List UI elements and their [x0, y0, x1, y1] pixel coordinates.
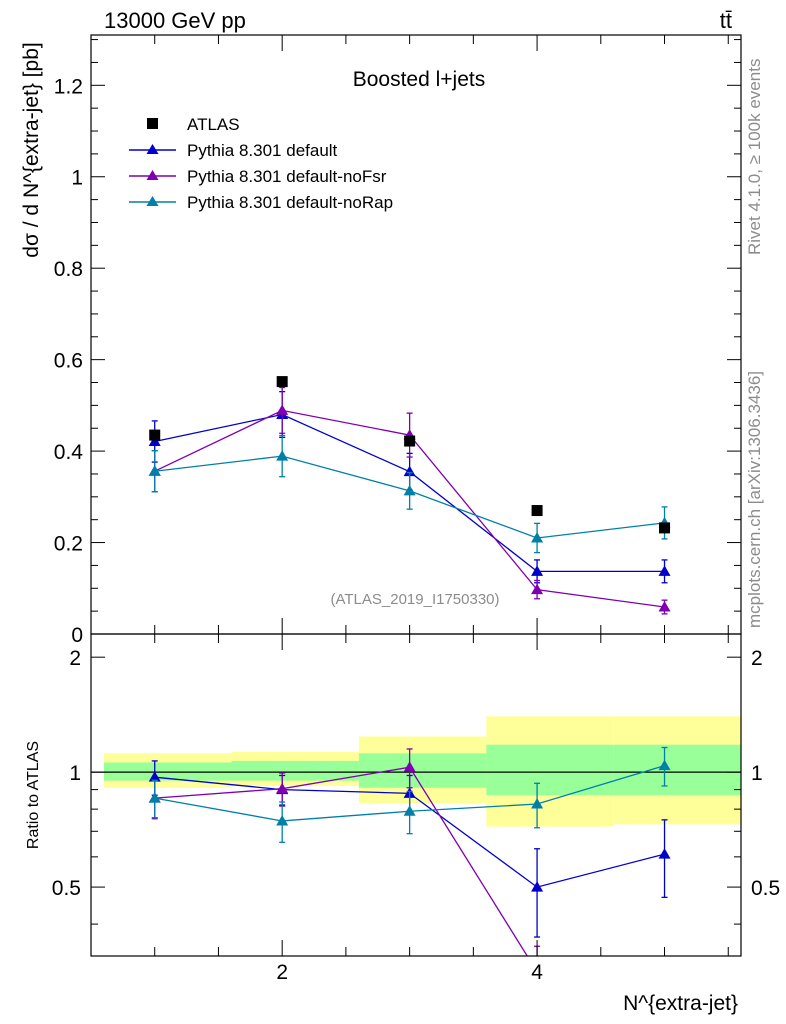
ratio-y-tick-label: 2: [69, 647, 81, 670]
point-atlas: [404, 435, 416, 447]
ratio-y-tick-label-right: 2: [751, 647, 763, 670]
uncertainty-band-inner: [613, 744, 741, 796]
point-noFsr: [531, 583, 544, 595]
ratio-plot-area: [91, 716, 741, 956]
legend-label-atlas: ATLAS: [187, 115, 240, 134]
legend-label-default: Pythia 8.301 default: [187, 141, 338, 160]
uncertainty-band-inner: [231, 760, 359, 781]
main-panel: 0 0.2 0.4 0.6 0.8 1 1.2 Boosted l+jets dσ / d …: [20, 34, 742, 647]
main-plot-area: [148, 376, 671, 615]
ratio-clip-group: [91, 716, 741, 956]
main-y-tick-label: 0.4: [54, 441, 84, 464]
main-ticks: 0 0.2 0.4 0.6 0.8 1 1.2: [54, 35, 741, 647]
ratio-point-noRap: [403, 805, 416, 816]
ratio-point-noFsr: [276, 782, 289, 794]
main-y-tick-label: 0.6: [54, 350, 83, 373]
reference-label: (ATLAS_2019_I1750330): [330, 591, 499, 608]
point-noRap: [276, 450, 289, 461]
legend-label-noRap: Pythia 8.301 default-noRap: [187, 193, 393, 212]
ratio-frame: [90, 633, 742, 957]
point-noFsr: [658, 601, 671, 612]
x-tick-label: 2: [276, 961, 288, 984]
legend-entry-atlas: ATLAS: [147, 115, 240, 134]
point-noRap: [403, 484, 416, 496]
ratio-y-tick-label-right: 0.5: [751, 877, 780, 900]
x-tick-label: 4: [531, 961, 543, 984]
main-y-tick-label: 0.2: [54, 533, 83, 556]
ratio-point-noRap: [148, 792, 161, 803]
point-atlas: [149, 429, 161, 441]
legend: ATLAS Pythia 8.301 default Pythia 8.301 …: [129, 115, 393, 212]
main-y-axis-label: dσ / d N^{extra-jet} [pb]: [20, 42, 43, 257]
legend-marker-default: [146, 144, 159, 154]
legend-label-noFsr: Pythia 8.301 default-noFsr: [187, 167, 387, 186]
main-y-tick-label: 1: [71, 167, 83, 190]
main-y-tick-label: 1.2: [54, 75, 83, 98]
main-y-tick-label: 0: [71, 624, 83, 647]
point-noRap: [531, 531, 544, 543]
ratio-point-default: [148, 771, 161, 782]
legend-entry-noFsr: Pythia 8.301 default-noFsr: [129, 167, 387, 186]
point-noFsr: [276, 404, 289, 415]
rivet-label: Rivet 4.1.0, ≥ 100k events: [745, 59, 764, 255]
ratio-y-tick-label: 1: [69, 762, 81, 785]
legend-entry-default: Pythia 8.301 default: [129, 141, 338, 160]
series-noRap: [148, 434, 671, 554]
point-atlas: [276, 376, 288, 388]
point-default: [531, 565, 544, 576]
ratio-panel: 0.5 0.5 1 1 2 2 2 4 Ratio to ATLAS N^{extra-jet…: [25, 633, 780, 1015]
ratio-point-noRap: [531, 798, 544, 809]
ratio-series-noRap: [148, 746, 671, 843]
ratio-point-noRap: [276, 814, 289, 826]
ratio-point-default: [531, 881, 544, 892]
legend-marker-atlas: [147, 118, 158, 129]
process-label: tt̄: [720, 8, 732, 33]
point-atlas: [659, 522, 671, 534]
uncertainty-band-inner: [358, 753, 487, 788]
main-title: Boosted l+jets: [353, 68, 486, 91]
point-atlas: [531, 505, 543, 517]
ratio-point-default: [658, 848, 671, 859]
main-y-tick-label: 0.8: [54, 258, 83, 281]
legend-entry-noRap: Pythia 8.301 default-noRap: [129, 193, 393, 212]
point-default: [658, 565, 671, 576]
ratio-y-axis-label: Ratio to ATLAS: [25, 741, 42, 849]
energy-label: 13000 GeV pp: [104, 8, 246, 33]
point-noRap: [148, 465, 161, 476]
ratio-point-noRap: [658, 759, 671, 771]
point-default: [403, 465, 416, 477]
legend-marker-noFsr: [146, 170, 159, 180]
ratio-y-tick-label-right: 1: [751, 762, 763, 785]
x-axis-label: N^{extra-jet}: [623, 992, 738, 1015]
ratio-point-noFsr: [403, 761, 416, 772]
ratio-y-tick-label: 0.5: [52, 877, 81, 900]
ratio-ticks: 0.5 0.5 1 1 2 2 2 4: [52, 634, 780, 984]
uncertainty-band-inner: [486, 744, 614, 796]
legend-marker-noRap: [146, 196, 159, 206]
point-default: [148, 435, 161, 446]
mcplots-label: mcplots.cern.ch [arXiv:1306.3436]: [745, 371, 764, 628]
series-atlas: [149, 376, 671, 534]
